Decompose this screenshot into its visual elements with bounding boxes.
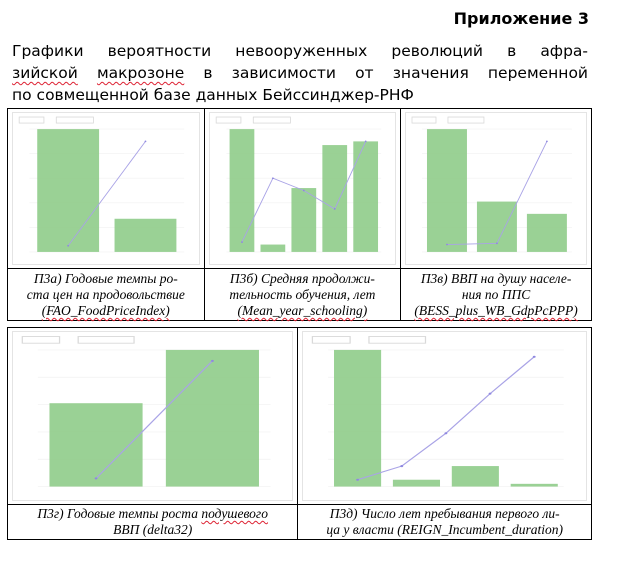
p3a-bar-1 — [114, 218, 177, 252]
p3d-bar-1 — [393, 479, 441, 487]
p3d-trend-point-1 — [400, 465, 404, 468]
chart-p3b — [209, 113, 396, 264]
chart-p3v — [406, 113, 586, 264]
p3b-trend-point-3 — [333, 208, 336, 210]
p3d-bar-3 — [511, 483, 559, 487]
appendix-title: Приложение 3 — [453, 9, 589, 28]
p3g-bar-1 — [165, 349, 259, 487]
p3d-trend-point-3 — [488, 392, 492, 395]
heading-line-2-rest: в зависимости от значения переменной — [184, 64, 589, 82]
control-dropdown — [368, 336, 427, 344]
heading-line-2: зийской макрозоне в зависимости от значе… — [12, 62, 588, 84]
control-box-left — [312, 336, 352, 344]
p3v-bar-1 — [477, 201, 518, 252]
p3d-bar-2 — [452, 466, 500, 487]
chart-p3a — [13, 113, 199, 264]
p3g-trend-point-0 — [94, 477, 98, 480]
p3v-bar-0 — [427, 129, 468, 252]
p3g-bar-0 — [49, 403, 143, 487]
chart-p3d-svg — [312, 336, 565, 487]
heading-space — [78, 64, 97, 82]
chart-p3b-svg — [215, 116, 381, 253]
p3g-trend-point-1 — [211, 359, 214, 362]
caption-p3v: П3в) ВВП на душу населе-ния по ППС (BESS_… — [414, 271, 578, 318]
control-box-left — [215, 116, 241, 124]
control-box-left — [411, 116, 437, 124]
p3v-bar-2 — [527, 213, 568, 252]
p3v-trend-point-1 — [496, 242, 498, 245]
chart-p3v-svg — [411, 116, 573, 253]
p3a-trend-line — [67, 141, 146, 247]
p3a-bar-0 — [37, 129, 100, 252]
p3d-trend-line — [357, 356, 536, 481]
p3v-trend-point-2 — [546, 140, 548, 143]
p3g-trend-line — [95, 360, 213, 479]
figure-table-top: П3а) Годовые темпы ро-ста цен на продово… — [7, 108, 592, 321]
heading-word-macrozone: макрозоне — [96, 64, 185, 82]
caption-p3b: П3б) Средняя продолжи-тельность обучения… — [229, 271, 376, 318]
p3b-trend-point-0 — [240, 241, 243, 244]
heading: Графики вероятности невооруженных револю… — [12, 40, 588, 106]
control-dropdown — [55, 116, 94, 124]
p3b-trend-point-4 — [364, 140, 367, 143]
caption-p3d: П3д) Число лет пребывания первого ли-ца … — [326, 506, 563, 537]
chart-p3d — [303, 332, 586, 500]
p3b-bar-3 — [321, 145, 347, 252]
control-dropdown — [77, 336, 135, 344]
p3d-trend-point-0 — [356, 478, 360, 481]
control-dropdown — [252, 116, 291, 124]
p3b-bar-2 — [291, 188, 316, 252]
heading-line-3: по совмещенной базе данных Бейссинджер-Р… — [12, 86, 414, 104]
chart-p3g — [13, 332, 293, 500]
control-dropdown — [447, 116, 485, 124]
p3d-trend-point-2 — [444, 432, 448, 435]
p3b-bar-1 — [260, 244, 285, 252]
chart-p3g-svg — [21, 336, 271, 487]
figure-table-bottom: П3г) Годовые темпы роста подушевого ВВП (… — [6, 327, 592, 540]
caption-p3g: П3г) Годовые темпы роста подушевого ВВП (… — [37, 506, 268, 537]
chart-p3a-svg — [18, 116, 185, 253]
p3b-trend-point-1 — [271, 177, 274, 180]
heading-word-afrasian: зийской — [12, 64, 78, 82]
p3a-trend-point-0 — [67, 244, 70, 247]
p3b-bar-4 — [352, 141, 378, 252]
p3a-trend-point-1 — [144, 140, 147, 143]
heading-line-1: Графики вероятности невооруженных револю… — [12, 42, 588, 60]
p3d-bar-0 — [334, 349, 382, 487]
control-box-left — [18, 116, 45, 124]
p3v-trend-point-0 — [446, 243, 448, 246]
p3b-trend-point-2 — [302, 189, 305, 192]
control-box-left — [21, 336, 61, 344]
p3b-bar-0 — [229, 129, 254, 252]
p3d-trend-point-4 — [533, 355, 536, 358]
caption-p3a: П3а) Годовые темпы ро-ста цен на продово… — [26, 271, 185, 318]
